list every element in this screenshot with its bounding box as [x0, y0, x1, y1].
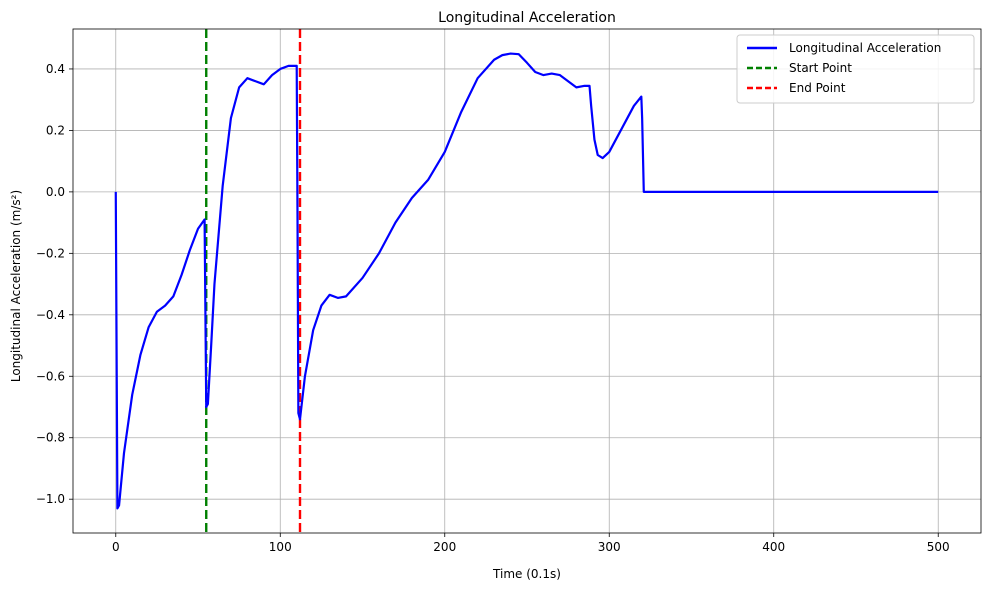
vline-layer	[205, 29, 302, 533]
y-tick-label: 0.0	[46, 185, 65, 199]
axes-layer	[72, 28, 982, 534]
series-line-longitudinal-acceleration	[114, 52, 939, 510]
x-tick-label: 300	[598, 540, 621, 554]
tick-layer: 0 100 200 300 400 500 −1.0 −0.8 −0.6 −0.4 −0.2 0.0 0…	[36, 62, 950, 554]
y-tick-label: 0.2	[46, 123, 65, 137]
legend-label: Longitudinal Acceleration	[789, 41, 941, 55]
series-layer	[114, 52, 939, 510]
x-tick-label: 200	[433, 540, 456, 554]
x-tick-label: 500	[927, 540, 950, 554]
x-tick-label: 100	[269, 540, 292, 554]
legend-label: End Point	[789, 81, 846, 95]
y-tick-label: −0.6	[36, 369, 65, 383]
legend: Longitudinal Acceleration Start Point End …	[736, 34, 975, 104]
y-tick-label: −0.8	[36, 431, 65, 445]
y-tick-label: 0.4	[46, 62, 65, 76]
y-axis-label: Longitudinal Acceleration (m/s²)	[9, 190, 23, 382]
y-tick-label: −1.0	[36, 492, 65, 506]
plot-frame	[72, 28, 982, 534]
x-axis-label: Time (0.1s)	[492, 567, 561, 581]
y-tick-label: −0.4	[36, 308, 65, 322]
chart-title: Longitudinal Acceleration	[438, 10, 616, 26]
legend-box	[736, 34, 975, 104]
x-tick-label: 0	[112, 540, 120, 554]
grid-layer	[73, 29, 981, 533]
legend-label: Start Point	[789, 61, 852, 75]
x-tick-label: 400	[762, 540, 785, 554]
y-tick-label: −0.2	[36, 246, 65, 260]
